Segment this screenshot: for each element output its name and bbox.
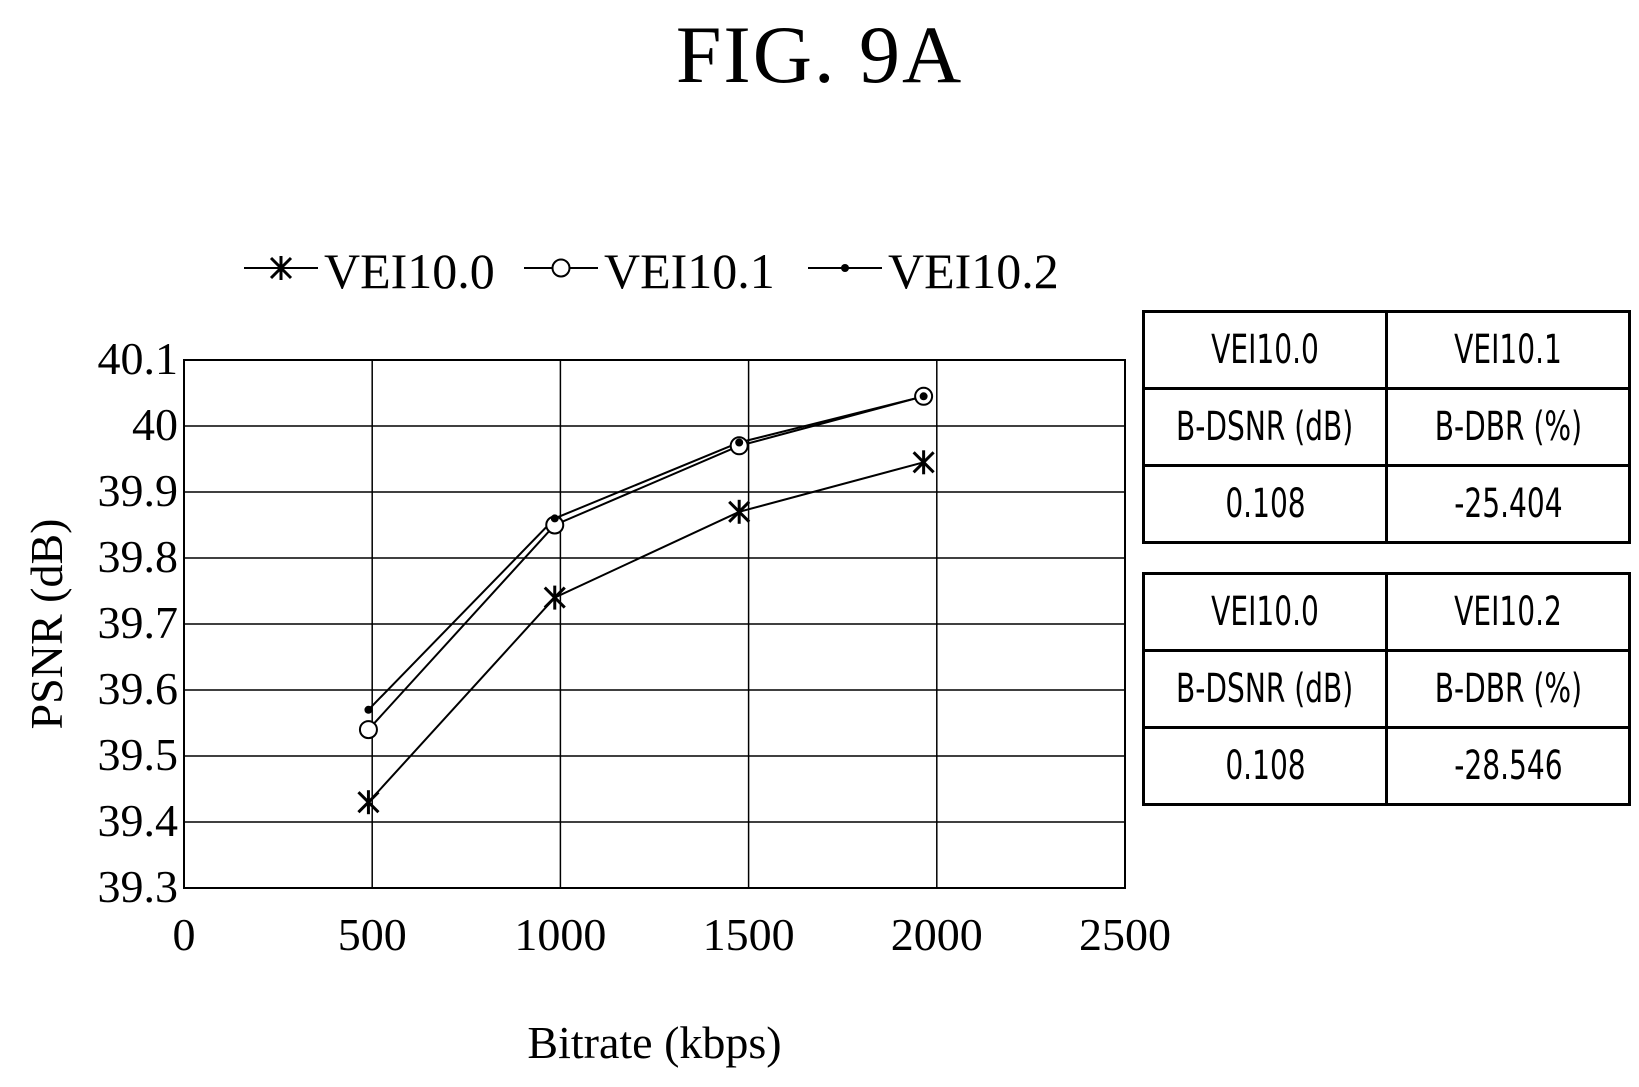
legend-label: VEI10.2 [888,243,1059,299]
legend: VEI10.0 VEI10.1 VEI10.2 [244,243,1059,299]
y-tick-label: 39.6 [98,663,179,714]
table-2-metric-bdbr: B-DBR (%) [1385,649,1631,729]
x-tick-label: 1500 [703,909,795,960]
data-point-vei10-2 [550,514,559,523]
series-line-vei10-1 [367,395,924,731]
table-2-metric-bdsnr: B-DSNR (dB) [1142,649,1388,729]
x-tick-labels: 0 500 1000 1500 2000 2500 [173,909,1172,960]
comparison-table-1: VEI10.0 VEI10.1 B-DSNR (dB) B-DBR (%) 0.… [1142,310,1631,544]
table-1-metric-bdsnr: B-DSNR (dB) [1142,387,1388,467]
table-2-value-bdbr: -28.546 [1385,726,1631,806]
y-tick-label: 39.3 [98,861,179,912]
table-1-header-a: VEI10.0 [1142,310,1388,390]
legend-marker [551,258,571,278]
data-point-vei10-0 [728,499,751,524]
legend-item: VEI10.2 [808,243,1059,299]
y-tick-label: 40 [132,399,178,450]
legend-label: VEI10.1 [604,243,775,299]
x-tick-label: 2000 [891,909,983,960]
x-tick-label: 500 [338,909,407,960]
plot-frame [183,359,1126,889]
comparison-table-2: VEI10.0 VEI10.2 B-DSNR (dB) B-DBR (%) 0.… [1142,572,1631,806]
y-tick-labels: 39.3 39.4 39.5 39.6 39.7 39.8 39.9 40 40.1 [98,333,179,912]
x-axis-label: Bitrate (kbps) [527,1017,781,1068]
legend-item: VEI10.0 [244,243,495,299]
table-1-header-b: VEI10.1 [1385,310,1631,390]
series-line-vei10-2 [367,395,924,711]
table-1-value-bdsnr: 0.108 [1142,464,1388,544]
data-point-vei10-0 [357,790,380,815]
table-1-metric-bdbr: B-DBR (%) [1385,387,1631,467]
table-2-header-b: VEI10.2 [1385,572,1631,652]
y-tick-label: 39.5 [98,729,179,780]
table-2-value-bdsnr: 0.108 [1142,726,1388,806]
x-tick-label: 2500 [1079,909,1171,960]
table-2-header-a: VEI10.0 [1142,572,1388,652]
y-tick-label: 39.8 [98,531,179,582]
data-point-vei10-0 [912,450,935,475]
data-point-vei10-2 [735,438,744,447]
x-tick-label: 1000 [514,909,606,960]
grid-lines [183,359,1126,889]
legend-marker [841,264,849,272]
y-tick-label: 39.7 [98,597,179,648]
figure-title: FIG. 9A [675,9,964,100]
legend-item: VEI10.1 [524,243,775,299]
y-tick-label: 39.4 [98,795,179,846]
data-point-vei10-2 [919,392,928,401]
data-point-vei10-0 [543,585,566,610]
series-line-vei10-0 [367,461,924,803]
y-axis-label: PSNR (dB) [21,519,72,730]
table-1-value-bdbr: -25.404 [1385,464,1631,544]
series-lines [367,395,924,803]
series-markers [357,386,935,815]
data-point-vei10-2 [364,705,373,714]
y-tick-label: 39.9 [98,465,179,516]
data-point-vei10-1 [358,720,378,740]
legend-label: VEI10.0 [324,243,495,299]
x-tick-label: 0 [173,909,196,960]
y-tick-label: 40.1 [98,333,179,384]
legend-marker [269,256,293,280]
